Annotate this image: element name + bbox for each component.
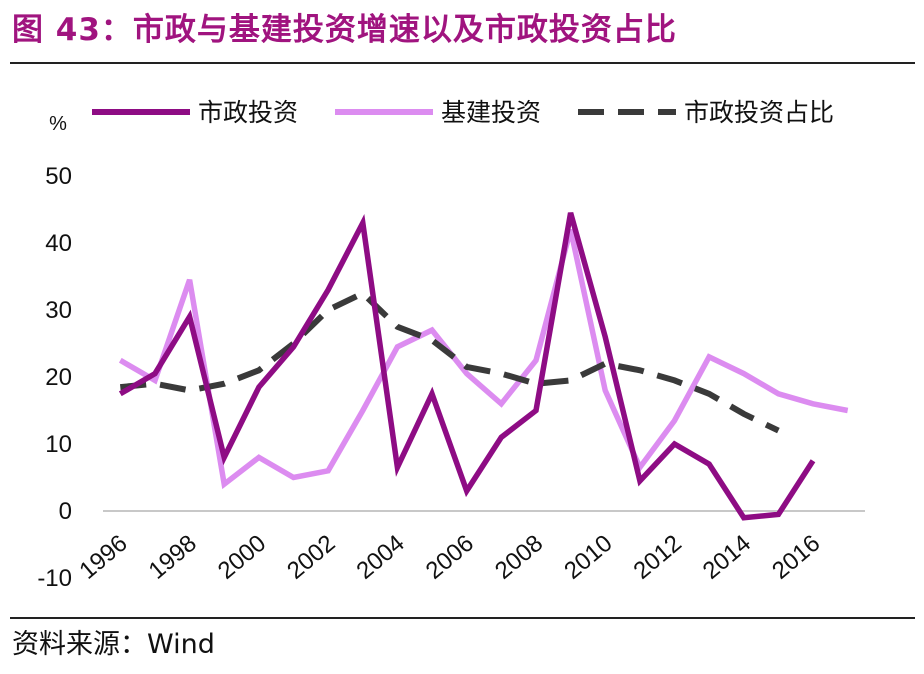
x-tick-label: 2008 [490, 530, 548, 585]
figure-title: 图 43：市政与基建投资增速以及市政投资占比 [12, 12, 677, 48]
source-divider [10, 617, 915, 619]
legend-label-3: 市政投资占比 [684, 98, 834, 127]
series-layer [118, 212, 849, 521]
y-tick-label: 40 [45, 230, 72, 257]
y-tick-label: 30 [45, 297, 72, 324]
y-tick-label: 10 [45, 431, 72, 458]
x-axis-ticks: 1996 1998 2000 2002 2004 2006 2008 2010 2012 2014… [74, 530, 825, 585]
chart-legend: 市政投资 基建投资 市政投资占比 [92, 98, 834, 127]
x-tick-label: 2000 [213, 530, 271, 585]
y-tick-label: 0 [59, 498, 72, 525]
x-tick-label: 1996 [74, 530, 132, 585]
y-axis-ticks: 50 40 30 20 10 0 -10 [37, 163, 72, 592]
source-note: 资料来源：Wind [12, 629, 215, 660]
x-tick-label: 2012 [629, 530, 687, 585]
series-line-1 [118, 212, 816, 521]
y-tick-label: 50 [45, 163, 72, 190]
x-tick-label: 2014 [698, 530, 756, 585]
series-line-3 [120, 289, 780, 434]
y-unit-label: % [49, 113, 67, 135]
y-tick-label: -10 [37, 565, 72, 592]
x-tick-label: 1998 [144, 530, 202, 585]
x-tick-label: 2006 [421, 530, 479, 585]
y-tick-label: 20 [45, 364, 72, 391]
legend-label-2: 基建投资 [441, 98, 541, 127]
x-tick-label: 2004 [351, 530, 409, 585]
x-tick-label: 2002 [282, 530, 340, 585]
legend-label-1: 市政投资 [198, 98, 298, 127]
x-tick-label: 2010 [559, 530, 617, 585]
title-divider [10, 62, 915, 64]
series-line-2 [118, 228, 849, 490]
x-tick-label: 2016 [767, 530, 825, 585]
